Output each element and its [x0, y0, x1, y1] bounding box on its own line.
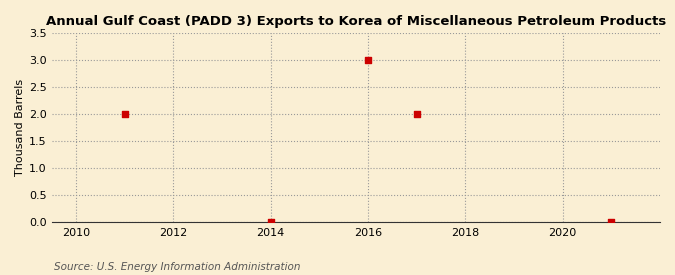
Point: [606, 220, 617, 225]
Title: Annual Gulf Coast (PADD 3) Exports to Korea of Miscellaneous Petroleum Products: Annual Gulf Coast (PADD 3) Exports to Ko…: [46, 15, 666, 28]
Text: Source: U.S. Energy Information Administration: Source: U.S. Energy Information Administ…: [54, 262, 300, 272]
Point: [411, 112, 422, 117]
Point: [119, 112, 130, 117]
Point: [265, 220, 276, 225]
Point: [362, 58, 373, 62]
Y-axis label: Thousand Barrels: Thousand Barrels: [15, 79, 25, 177]
